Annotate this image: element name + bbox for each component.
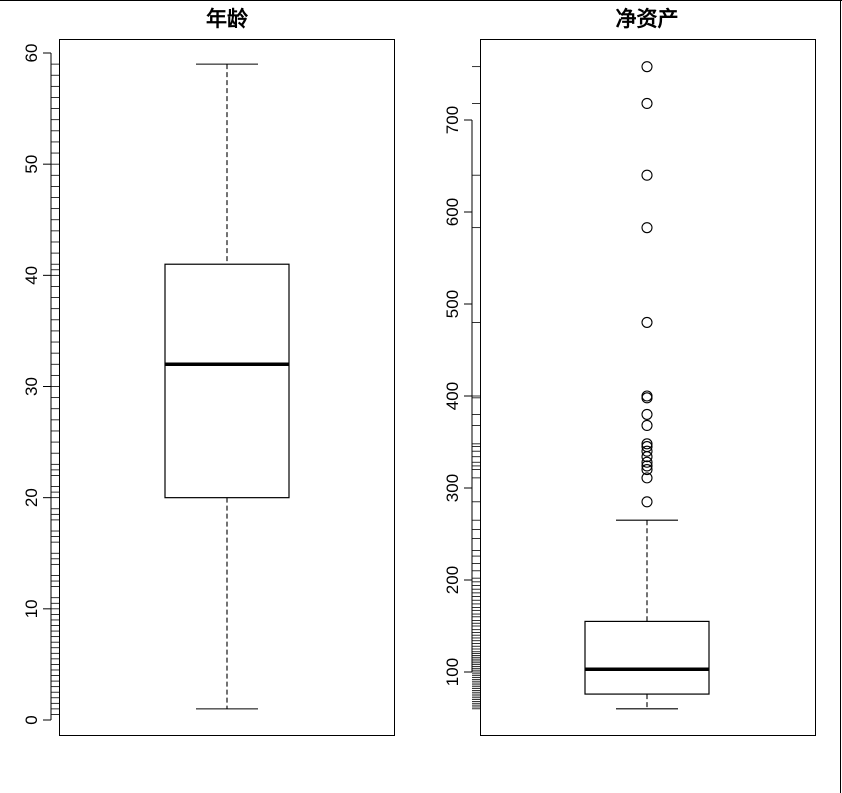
panel-net-worth: 净资产 100 200 300 400 500 600 700 [443,7,816,736]
outlier-point [641,419,653,431]
outlier-point [641,445,653,457]
outlier-point [641,61,653,73]
outlier-point [641,496,653,508]
iqr-box [584,620,710,695]
panel-age: 年龄 0 10 20 30 40 50 60 [22,7,395,736]
y-tick-label: 20 [22,488,41,507]
y-tick-label: 200 [443,566,462,594]
outlier-point [641,438,653,450]
y-tick-label: 300 [443,474,462,502]
iqr-box [164,263,290,499]
outlier-point [641,441,653,453]
outlier-point [641,464,653,476]
outlier-point [641,390,653,402]
outlier-point [641,316,653,328]
y-tick-label: 10 [22,599,41,618]
y-tick-label: 100 [443,658,462,686]
y-tick-label: 500 [443,290,462,318]
outlier-point [641,222,653,234]
y-tick-label: 50 [22,155,41,174]
outlier-point [641,97,653,109]
y-tick-label: 40 [22,266,41,285]
chart-title: 年龄 [206,7,249,31]
outlier-point [641,460,653,472]
plot-frame [59,39,395,736]
y-tick-label: 400 [443,382,462,410]
chart-title: 净资产 [616,7,679,31]
y-tick-label: 600 [443,198,462,226]
y-tick-label: 700 [443,106,462,134]
plot-frame [480,39,816,736]
outlier-point [641,472,653,484]
y-tick-label: 0 [22,715,41,724]
outlier-point [641,169,653,181]
outlier-point [641,456,653,468]
outlier-point [641,408,653,420]
y-tick-label: 30 [22,377,41,396]
y-tick-label: 60 [22,44,41,63]
